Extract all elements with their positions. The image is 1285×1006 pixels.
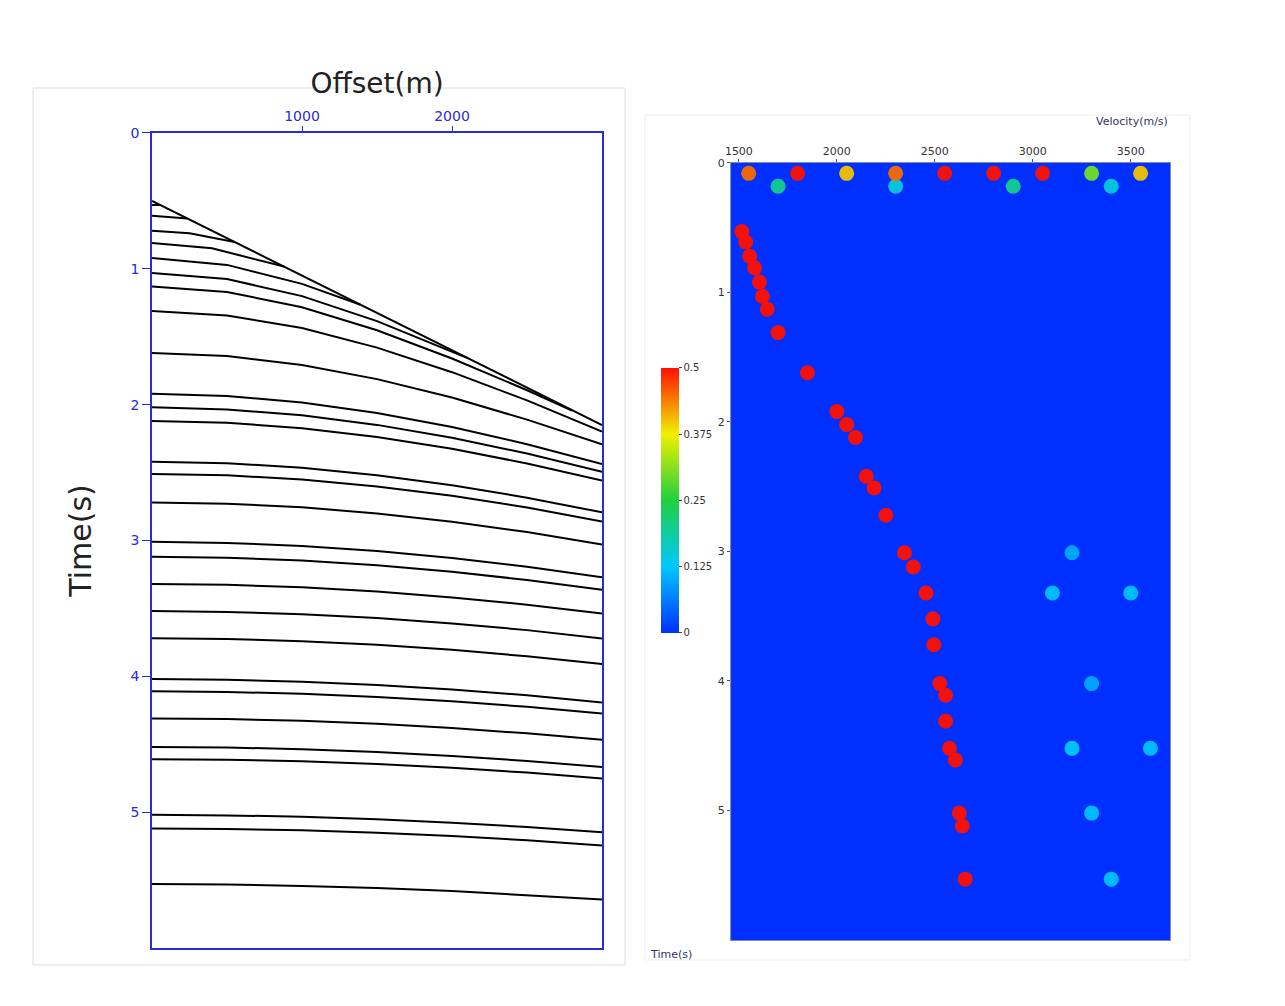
svg-text:Time(s): Time(s) bbox=[63, 484, 98, 597]
svg-text:1: 1 bbox=[718, 286, 725, 299]
svg-text:2: 2 bbox=[718, 416, 725, 429]
svg-text:1000: 1000 bbox=[284, 108, 320, 124]
svg-text:0: 0 bbox=[718, 157, 725, 170]
svg-text:0.125: 0.125 bbox=[684, 561, 713, 572]
svg-text:3500: 3500 bbox=[1117, 145, 1145, 158]
svg-text:Offset(m): Offset(m) bbox=[310, 67, 443, 100]
svg-text:5: 5 bbox=[131, 804, 140, 820]
svg-text:0.25: 0.25 bbox=[684, 495, 706, 506]
svg-text:3: 3 bbox=[131, 532, 140, 548]
svg-text:Velocity(m/s): Velocity(m/s) bbox=[1096, 115, 1168, 128]
svg-text:2000: 2000 bbox=[823, 145, 851, 158]
svg-text:2: 2 bbox=[131, 397, 140, 413]
svg-text:1: 1 bbox=[131, 261, 140, 277]
svg-text:5: 5 bbox=[718, 804, 725, 817]
svg-text:3000: 3000 bbox=[1019, 145, 1047, 158]
svg-text:2000: 2000 bbox=[434, 108, 470, 124]
svg-text:3: 3 bbox=[718, 545, 725, 558]
svg-text:Time(s): Time(s) bbox=[650, 948, 692, 961]
svg-text:4: 4 bbox=[718, 675, 725, 688]
svg-text:1500: 1500 bbox=[725, 145, 753, 158]
svg-text:0.375: 0.375 bbox=[684, 429, 713, 440]
svg-text:4: 4 bbox=[131, 668, 140, 684]
svg-text:0.5: 0.5 bbox=[684, 362, 700, 373]
svg-text:0: 0 bbox=[684, 627, 690, 638]
svg-text:0: 0 bbox=[131, 125, 140, 141]
svg-text:2500: 2500 bbox=[921, 145, 949, 158]
